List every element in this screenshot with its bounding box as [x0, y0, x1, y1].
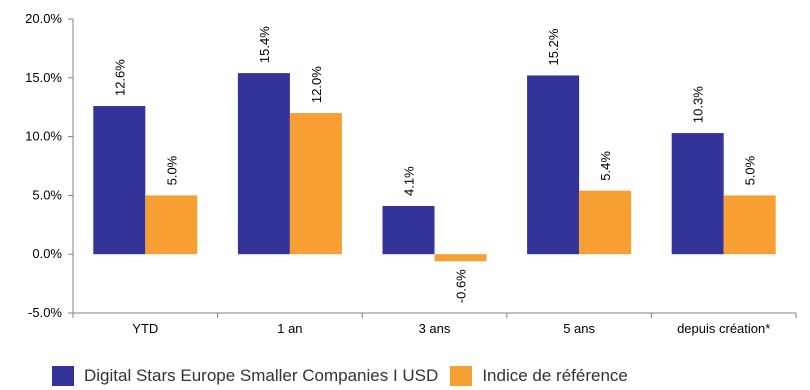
bar-series-1: [382, 205, 435, 255]
data-label-series-2: 5.0%: [164, 155, 179, 185]
bars: [93, 73, 776, 262]
bar-series-2: [434, 254, 487, 262]
bar-series-2: [723, 195, 776, 255]
data-label-series-1: 4.1%: [402, 166, 417, 196]
y-tick-label: -5.0%: [28, 305, 62, 320]
bar-series-2: [289, 113, 342, 255]
data-label-series-1: 15.2%: [546, 28, 561, 65]
x-tick-label: 5 ans: [563, 321, 595, 336]
bar-series-1: [671, 133, 724, 255]
data-label-series-1: 12.6%: [112, 59, 127, 96]
data-label-series-2: 5.4%: [598, 151, 613, 181]
legend-swatch-series-1: [52, 366, 74, 386]
bar-series-1: [527, 75, 580, 255]
legend-label-series-1: Digital Stars Europe Smaller Companies I…: [84, 366, 439, 385]
axes: 20.0% 15.0% 10.0% 5.0% 0.0% -5.0%: [25, 11, 797, 320]
bar-chart: 20.0% 15.0% 10.0% 5.0% 0.0% -5.0% YTD 12.6% 5.0…: [25, 11, 797, 336]
legend-swatch-series-2: [450, 366, 473, 386]
bar-series-1: [237, 73, 290, 255]
data-label-series-1: 10.3%: [691, 86, 706, 123]
x-tick-label: depuis création*: [677, 321, 770, 336]
data-label-series-2: 12.0%: [309, 66, 324, 103]
data-labels: YTD 12.6% 5.0% 1 an 15.4% 12.0% 3 ans 4.1% -0.6%…: [112, 26, 770, 336]
y-tick-label: 5.0%: [32, 187, 62, 202]
legend: Digital Stars Europe Smaller Companies I…: [52, 366, 640, 386]
y-tick-label: 20.0%: [25, 11, 62, 26]
y-tick-label: 15.0%: [25, 70, 62, 85]
data-label-series-2: -0.6%: [454, 269, 469, 303]
y-tick-label: 10.0%: [25, 129, 62, 144]
bar-series-2: [145, 195, 198, 255]
bar-series-1: [93, 106, 146, 255]
x-tick-label: 3 ans: [419, 321, 451, 336]
x-tick-label: YTD: [132, 321, 158, 336]
y-tick-label: 0.0%: [32, 246, 62, 261]
legend-item-series-2: Indice de référence: [450, 366, 628, 386]
data-label-series-2: 5.0%: [743, 155, 758, 185]
legend-label-series-2: Indice de référence: [482, 366, 628, 385]
legend-item-series-1: Digital Stars Europe Smaller Companies I…: [52, 366, 438, 386]
data-label-series-1: 15.4%: [257, 26, 272, 63]
bar-series-2: [579, 190, 632, 255]
x-tick-label: 1 an: [277, 321, 302, 336]
